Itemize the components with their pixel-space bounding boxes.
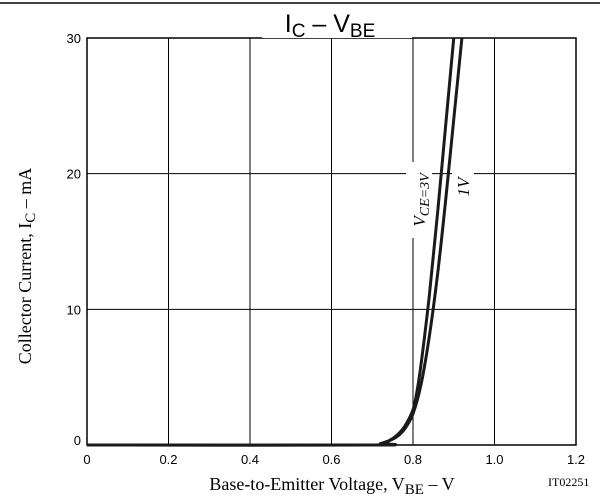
x-tick-label: 0.4 xyxy=(241,452,259,467)
series-curves xyxy=(86,37,464,447)
series-line-1v xyxy=(86,37,464,447)
x-tick-label: 0 xyxy=(83,452,90,467)
x-tick-label: 1.0 xyxy=(485,452,503,467)
series-label-1v: 1V xyxy=(452,171,474,203)
y-tick-labels: 0 10 20 30 xyxy=(67,31,81,448)
y-tick-label: 30 xyxy=(67,31,81,46)
series-label-background xyxy=(406,162,432,238)
series-label-background xyxy=(452,171,474,203)
y-tick-label: 0 xyxy=(74,433,81,448)
x-tick-label: 0.2 xyxy=(159,452,177,467)
chart-title: IC – VBE xyxy=(285,10,376,42)
x-axis-label: Base-to-Emitter Voltage, VBE – V xyxy=(209,474,454,498)
x-tick-label: 0.6 xyxy=(322,452,340,467)
figure-code: IT02251 xyxy=(548,475,589,489)
x-tick-label: 0.8 xyxy=(404,452,422,467)
series-label-vce3v: VCE=3V xyxy=(406,162,433,238)
y-axis-label: Collector Current, IC – mA xyxy=(15,168,39,364)
y-tick-label: 10 xyxy=(67,302,81,317)
x-tick-labels: 0 0.2 0.4 0.6 0.8 1.0 1.2 xyxy=(83,452,585,467)
title-background xyxy=(262,4,412,38)
x-tick-label: 1.2 xyxy=(567,452,585,467)
series-label-text: VCE=3V xyxy=(410,172,433,227)
y-tick-label: 20 xyxy=(67,167,81,182)
series-label-text: 1V xyxy=(454,175,473,197)
